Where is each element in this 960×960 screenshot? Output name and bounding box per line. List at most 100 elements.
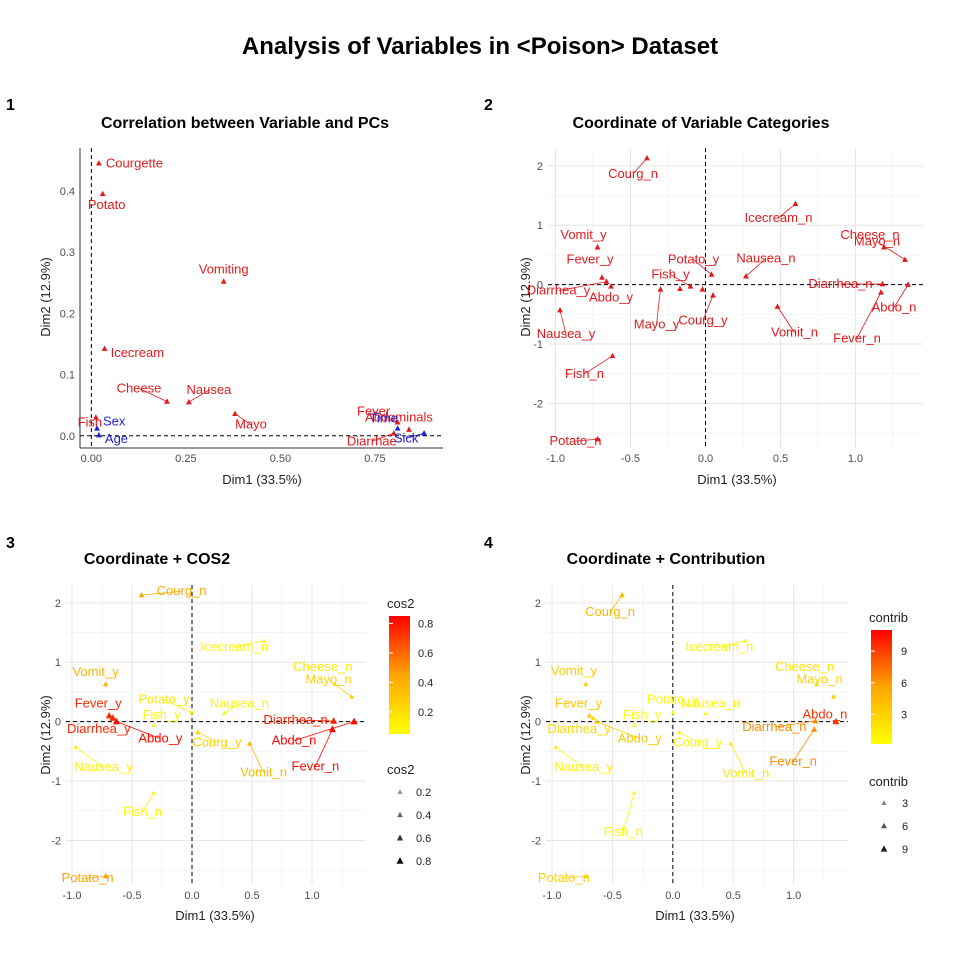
panel-1: 1 Correlation between Variable and PCs 0… <box>6 97 443 487</box>
size-legend-label: 0.8 <box>416 856 431 868</box>
y-axis-label: Dim2 (12.9%) <box>38 695 53 774</box>
label-leader-line <box>575 438 598 442</box>
data-point <box>246 740 253 746</box>
point-label: Fish_n <box>604 824 643 839</box>
label-leader-line <box>141 590 182 596</box>
label-leader-line <box>559 310 567 335</box>
point-label: Fever_n <box>833 330 881 345</box>
panel-3: 3 Coordinate + COS2 -1.0 -0.5 0.0 0.5 1.0-2-… <box>6 535 433 923</box>
x-tick-label: 1.0 <box>848 453 863 465</box>
label-leader-line <box>197 731 218 743</box>
point-label: Fish_y <box>142 707 181 722</box>
label-leader-line <box>295 719 334 722</box>
y-tick-label: 2 <box>537 161 543 173</box>
point-label: Icecream_n <box>200 639 268 654</box>
point-label: Courg_y <box>192 734 242 749</box>
data-point <box>220 278 227 284</box>
x-tick-label: 0.50 <box>270 453 291 465</box>
point-label: Fever <box>357 403 391 418</box>
label-leader-line <box>774 720 816 728</box>
point-label: Diarrhea_y <box>67 721 131 736</box>
color-legend-title: contrib <box>869 610 908 625</box>
y-tick-label: -1 <box>531 776 541 788</box>
point-label: Courg_y <box>673 734 723 749</box>
x-tick-label: 0.5 <box>726 890 741 902</box>
size-legend-key <box>881 800 887 805</box>
y-tick-label: 0 <box>55 717 61 729</box>
data-point <box>406 426 412 432</box>
data-point <box>832 717 840 725</box>
point-label: Cheese_n <box>775 659 834 674</box>
x-tick-label: 1.0 <box>786 890 801 902</box>
size-legend-label: 0.2 <box>416 787 431 799</box>
point-label: Diarrhea_n <box>808 276 872 291</box>
legend-tick-label: 0.8 <box>418 618 433 630</box>
y-tick-label: -2 <box>51 835 61 847</box>
label-leader-line <box>163 699 193 714</box>
point-label: Potato_n <box>538 870 590 885</box>
point-label: Diarrhea_y <box>547 721 611 736</box>
point-label: Courg_y <box>678 312 728 327</box>
data-point <box>677 285 683 292</box>
legend-tick-label: 0.6 <box>418 648 433 660</box>
data-point <box>330 717 338 724</box>
data-point <box>774 303 781 309</box>
point-label: Cheese <box>117 380 162 395</box>
point-label: Potato_n <box>62 870 114 885</box>
point-label: Abdo_n <box>803 707 848 722</box>
point-label: Potato <box>88 197 126 212</box>
size-legend-label: 3 <box>902 798 908 810</box>
panel-title: Coordinate + Contribution <box>567 551 766 568</box>
point-label: Mayo_n <box>854 234 900 249</box>
data-point <box>812 717 819 724</box>
label-leader-line <box>778 203 796 219</box>
data-point <box>699 286 706 292</box>
point-label: Icecream_n <box>745 210 813 225</box>
y-tick-label: -2 <box>533 398 543 410</box>
panel-tag: 1 <box>6 97 15 114</box>
label-leader-line <box>584 355 613 375</box>
y-tick-label: -2 <box>531 835 541 847</box>
panel-tag: 4 <box>484 535 493 552</box>
y-tick-label: 0.1 <box>60 370 75 382</box>
point-label: Sex <box>103 413 126 428</box>
data-point <box>93 414 99 420</box>
point-label: Time <box>369 410 397 425</box>
label-leader-line <box>116 721 161 740</box>
point-label: Mayo_n <box>796 672 842 687</box>
data-point <box>619 592 625 598</box>
point-label: Courg_n <box>585 604 635 619</box>
plot-area: -1.0 -0.5 0.0 0.5 1.0 -2 -1 0 1 2 Courg_n Icecream_… <box>531 585 848 902</box>
panel-2: 2 Coordinate of Variable Categories -1.0… <box>484 97 923 487</box>
point-label: Diarrhea_y <box>527 283 591 298</box>
x-tick-label: 0.5 <box>244 890 259 902</box>
point-label: Nausea <box>186 382 232 397</box>
data-point <box>814 681 819 687</box>
point-label: Age <box>105 431 128 446</box>
data-point <box>101 345 108 352</box>
size-legend-key <box>881 822 887 829</box>
point-label: Potato_n <box>549 433 601 448</box>
label-leader-line <box>656 289 661 325</box>
point-label: Fish_y <box>651 266 690 281</box>
data-point <box>109 714 117 721</box>
x-tick-label: 0.00 <box>81 453 102 465</box>
x-axis-label: Dim1 (33.5%) <box>655 908 734 923</box>
label-leader-line <box>373 410 398 423</box>
data-point <box>350 717 358 725</box>
point-label: Potato_y <box>138 692 190 707</box>
label-leader-line <box>856 292 882 339</box>
x-axis-label: Dim1 (33.5%) <box>697 472 776 487</box>
point-label: Fish_n <box>565 366 604 381</box>
point-label: Vomiting <box>199 261 249 276</box>
x-tick-label: -1.0 <box>546 453 565 465</box>
data-point <box>878 289 884 295</box>
y-tick-label: 2 <box>535 598 541 610</box>
point-label: Vomit_n <box>771 325 818 340</box>
label-leader-line <box>188 389 210 403</box>
data-point <box>881 244 887 250</box>
data-point <box>557 306 563 313</box>
x-tick-label: 0.0 <box>698 453 713 465</box>
data-point <box>644 154 650 161</box>
size-legend-label: 6 <box>902 821 908 833</box>
